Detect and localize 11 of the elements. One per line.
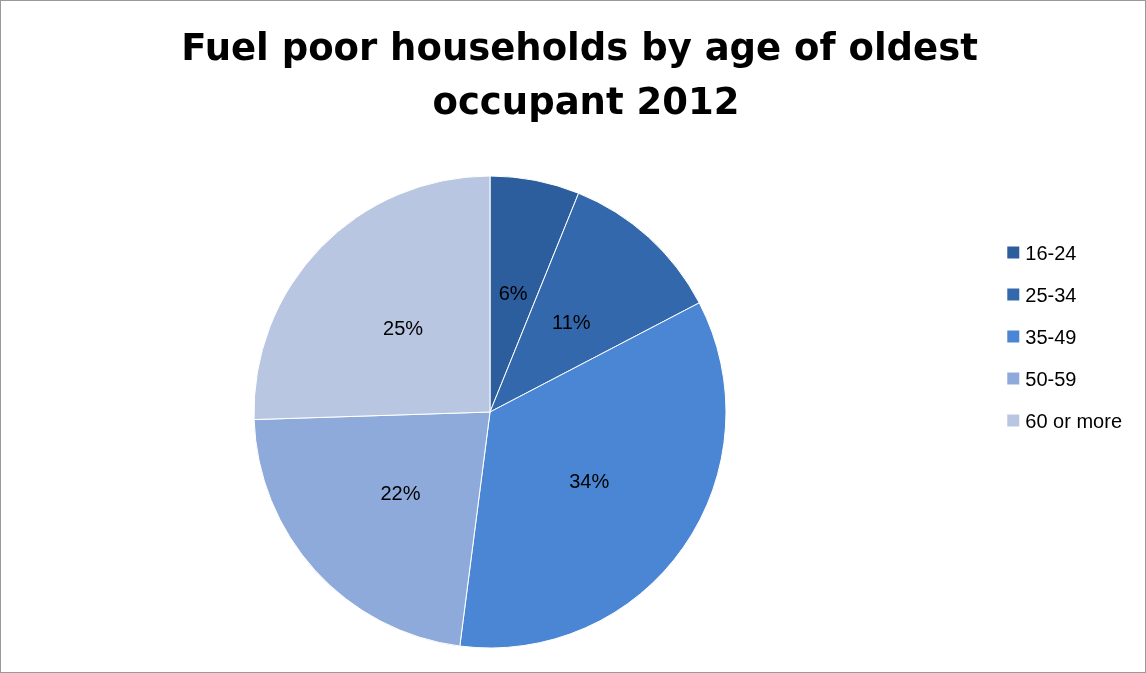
data-label: 34% — [569, 470, 610, 493]
legend-label: 60 or more — [1025, 409, 1123, 432]
legend-label: 25-34 — [1025, 283, 1077, 306]
data-label: 6% — [498, 282, 528, 305]
legend-label: 50-59 — [1025, 367, 1077, 390]
legend-label: 35-49 — [1025, 325, 1077, 348]
chart-title: Fuel poor households by age of oldest occupant 2012 — [181, 25, 991, 123]
data-label: 11% — [552, 311, 591, 334]
legend-label: 16-24 — [1025, 241, 1077, 264]
data-label: 25% — [383, 316, 424, 339]
data-label: 22% — [380, 482, 421, 505]
